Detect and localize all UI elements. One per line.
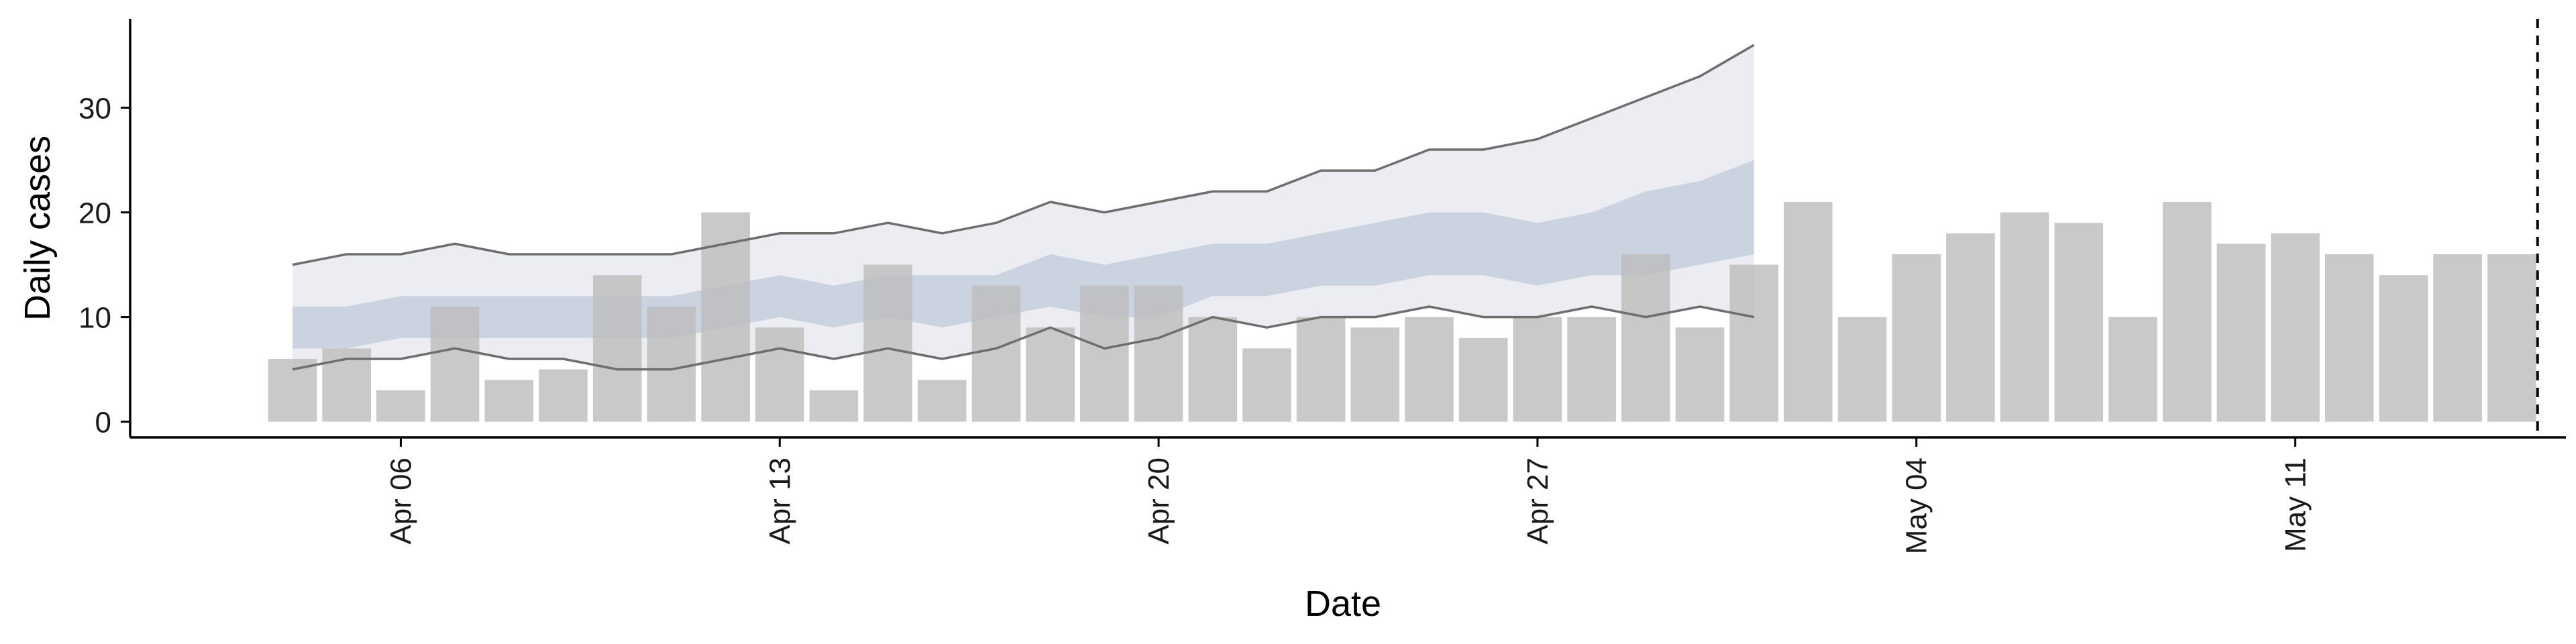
daily-cases-bar: [1080, 285, 1129, 422]
daily-cases-bar: [1946, 233, 1995, 422]
daily-cases-bar: [2000, 212, 2049, 422]
daily-cases-bar: [1513, 317, 1562, 422]
x-axis-title: Date: [1305, 584, 1381, 624]
outer-lower-line: [292, 305, 1755, 371]
outer-interval-band-layer: [292, 45, 1754, 370]
daily-cases-bar: [1242, 348, 1291, 422]
daily-cases-bar: [1567, 317, 1616, 422]
daily-cases-bar: [2379, 275, 2428, 422]
daily-cases-bar: [2216, 244, 2266, 422]
x-tick-label: Apr 13: [763, 458, 796, 545]
daily-cases-bar: [1729, 264, 1778, 422]
daily-cases-bar: [1892, 254, 1941, 422]
daily-cases-bar: [2162, 202, 2212, 422]
daily-cases-bar: [755, 327, 804, 422]
daily-cases-bar: [2108, 317, 2157, 422]
daily-cases-bar: [376, 390, 425, 422]
daily-cases-bar: [1134, 285, 1183, 422]
y-tick-label: 10: [78, 302, 111, 335]
x-axis-ticks: Apr 06 Apr 13 Apr 20 Apr 27 May 04 May 11: [384, 437, 2312, 554]
daily-cases-bar: [2271, 233, 2320, 422]
daily-cases-bar: [809, 390, 859, 422]
bars-layer: [268, 202, 2536, 422]
x-tick-label: Apr 20: [1142, 458, 1175, 545]
daily-cases-bar: [647, 307, 696, 422]
daily-cases-bar: [918, 380, 967, 422]
y-tick-label: 0: [95, 407, 111, 439]
y-tick-label: 30: [78, 93, 111, 125]
x-tick-label: Apr 27: [1521, 458, 1554, 545]
daily-cases-bar: [1350, 327, 1400, 422]
daily-cases-bar: [1026, 327, 1075, 422]
daily-cases-bar: [2054, 223, 2104, 422]
inner-interval-band: [292, 160, 1754, 349]
daily-cases-bar: [1405, 317, 1454, 422]
x-tick-label: May 11: [2279, 458, 2312, 552]
daily-cases-bar: [322, 348, 371, 422]
daily-cases-bar: [971, 285, 1021, 422]
y-axis-title: Daily cases: [17, 136, 58, 321]
daily-cases-bar: [539, 369, 588, 422]
daily-cases-bar: [2487, 254, 2536, 422]
daily-cases-bar: [2324, 254, 2374, 422]
x-tick-label: Apr 06: [384, 458, 417, 545]
y-axis-ticks: 0 10 20 30: [78, 93, 130, 439]
daily-cases-bar: [2433, 254, 2482, 422]
y-axis: 0 10 20 30: [78, 19, 131, 439]
daily-cases-bar: [1675, 327, 1725, 422]
inner-interval-band-layer: [292, 160, 1754, 349]
daily-cases-bar: [863, 264, 912, 422]
interval-lines-layer: [292, 44, 1755, 371]
daily-cases-bar: [1621, 254, 1670, 422]
x-axis: Apr 06 Apr 13 Apr 20 Apr 27 May 04 May 11: [130, 436, 2566, 554]
daily-cases-bar: [430, 307, 480, 422]
daily-cases-bar: [1784, 202, 1833, 422]
x-tick-label: May 04: [1900, 458, 1933, 554]
daily-cases-bar: [268, 359, 317, 422]
outer-upper-line: [292, 44, 1755, 266]
daily-cases-bar: [1296, 317, 1346, 422]
y-tick-label: 20: [78, 197, 111, 230]
outer-interval-band: [292, 45, 1754, 370]
daily-cases-bar: [592, 275, 642, 422]
plot-area: [268, 19, 2539, 437]
daily-cases-bar: [1188, 317, 1238, 422]
daily-cases-bar: [484, 380, 534, 422]
daily-cases-bar: [1458, 337, 1508, 422]
daily-cases-bar: [1837, 317, 1887, 422]
